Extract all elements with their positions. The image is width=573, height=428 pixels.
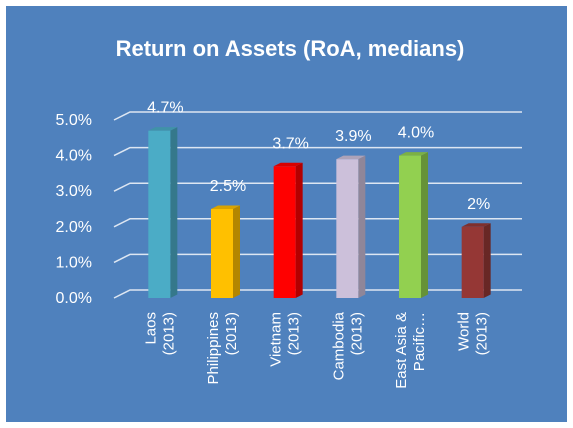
bar-side bbox=[233, 205, 240, 298]
grid-line bbox=[113, 289, 522, 299]
x-tick-label: Philippines(2013) bbox=[205, 312, 240, 385]
y-tick-label: 2.0% bbox=[56, 219, 92, 236]
data-label: 2% bbox=[467, 196, 490, 213]
grid-line bbox=[113, 182, 522, 192]
data-label: 3.9% bbox=[335, 128, 371, 145]
x-tick-label: East Asia &Pacific… bbox=[393, 312, 428, 389]
grid-line bbox=[113, 218, 522, 228]
y-tick-label: 4.0% bbox=[56, 148, 92, 165]
grid-line bbox=[113, 111, 522, 121]
data-label: 4.7% bbox=[147, 100, 183, 117]
chart-title: Return on Assets (RoA, medians) bbox=[116, 36, 465, 61]
x-tick-label: Cambodia(2013) bbox=[330, 311, 365, 380]
bar bbox=[336, 159, 359, 298]
bar-top bbox=[148, 127, 178, 131]
bar-top bbox=[211, 205, 240, 209]
y-tick-label: 1.0% bbox=[56, 254, 92, 271]
bar-side bbox=[421, 152, 428, 298]
bar-side bbox=[483, 223, 491, 298]
data-label: 3.7% bbox=[272, 135, 308, 152]
x-tick-label: Laos(2013) bbox=[142, 312, 177, 355]
bar-top bbox=[336, 155, 366, 160]
bar-side bbox=[170, 127, 178, 299]
bar-top bbox=[399, 152, 428, 156]
bar-top bbox=[273, 162, 303, 167]
bar bbox=[461, 226, 484, 298]
bar bbox=[211, 209, 233, 298]
y-tick-label: 3.0% bbox=[56, 183, 92, 200]
bar-side bbox=[358, 155, 366, 298]
grid-line bbox=[113, 146, 522, 157]
data-label: 4.0% bbox=[398, 125, 434, 142]
x-tick-label: World(2013) bbox=[456, 312, 491, 355]
x-tick-label: Vietnam(2013) bbox=[268, 312, 303, 367]
bar-top bbox=[461, 223, 491, 227]
bar-side bbox=[295, 162, 303, 298]
bar bbox=[273, 166, 296, 298]
grid-line bbox=[113, 253, 522, 264]
bar bbox=[148, 130, 171, 298]
bar bbox=[399, 155, 421, 298]
y-tick-label: 0.0% bbox=[56, 290, 92, 307]
data-label: 2.5% bbox=[210, 178, 246, 195]
y-tick-label: 5.0% bbox=[56, 112, 92, 129]
